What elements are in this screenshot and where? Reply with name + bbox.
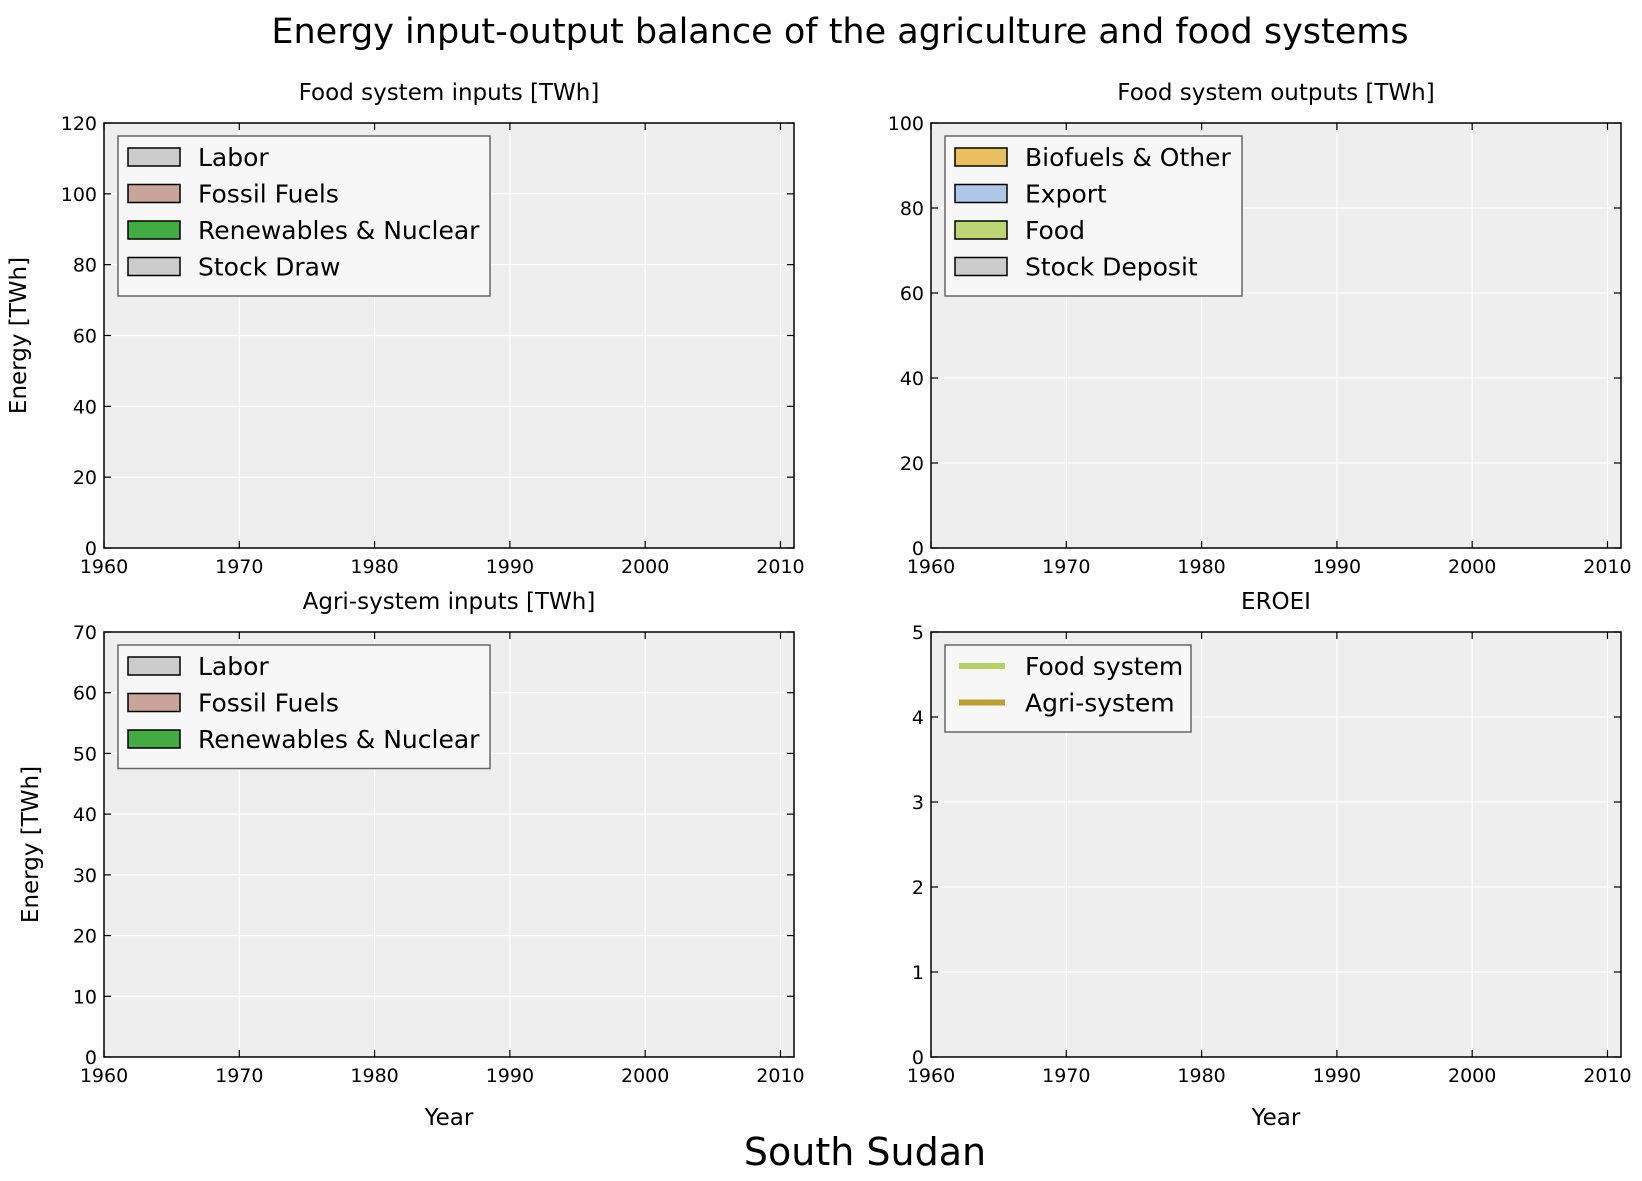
legend-swatch	[127, 729, 181, 749]
y-tick-label: 30	[73, 865, 97, 887]
legend-entry: Stock Draw	[198, 253, 340, 282]
legend-box	[944, 644, 1192, 733]
y-tick-label: 3	[912, 792, 924, 814]
x-tick-label: 2000	[621, 556, 669, 578]
x-axis-label: Year	[424, 1105, 474, 1131]
x-tick-label: 2000	[621, 1065, 669, 1087]
subplots: 1960 1970 1980 1990 2000 2010020406080100120F…	[6, 80, 1632, 1131]
y-tick-label: 120	[61, 113, 97, 135]
axes-frame	[103, 631, 795, 1058]
x-tick-label: 1980	[350, 556, 398, 578]
x-tick-label: 2000	[1448, 1065, 1496, 1087]
legend-swatch	[127, 656, 181, 676]
y-tick-label: 100	[888, 113, 924, 135]
x-tick-label: 1970	[215, 556, 263, 578]
figure-footer: South Sudan	[744, 1130, 986, 1174]
y-axis-label: Energy [TWh]	[6, 257, 32, 414]
legend-entry: Food	[1025, 216, 1085, 245]
y-tick-label: 70	[73, 622, 97, 644]
y-tick-label: 0	[912, 1047, 924, 1069]
legend-entry: Agri-system	[1025, 689, 1175, 718]
subplot-title: Food system outputs [TWh]	[1117, 80, 1434, 106]
subplot-title: Agri-system inputs [TWh]	[303, 589, 596, 615]
legend-entry: Labor	[198, 143, 269, 172]
x-tick-label: 1960	[80, 556, 128, 578]
y-tick-label: 60	[900, 283, 924, 305]
y-tick-label: 60	[73, 326, 97, 348]
legend-entry: Fossil Fuels	[198, 180, 339, 209]
legend-swatch	[127, 220, 181, 240]
y-tick-label: 20	[73, 926, 97, 948]
x-tick-label: 1990	[1313, 1065, 1361, 1087]
x-tick-label: 1990	[486, 556, 534, 578]
figure-title: Energy input-output balance of the agric…	[271, 12, 1408, 52]
x-tick-label: 1970	[1042, 556, 1090, 578]
x-tick-label: 2000	[1448, 556, 1496, 578]
legend-swatch	[127, 147, 181, 167]
legend-entry: Stock Deposit	[1025, 253, 1198, 282]
y-tick-label: 4	[912, 707, 924, 729]
y-tick-label: 20	[900, 453, 924, 475]
legend: Food system Agri-system	[944, 644, 1192, 733]
y-tick-label: 10	[73, 986, 97, 1008]
legend-swatch	[954, 147, 1008, 167]
y-tick-label: 50	[73, 743, 97, 765]
x-tick-label: 2010	[1583, 1065, 1631, 1087]
y-tick-label: 40	[900, 368, 924, 390]
x-tick-label: 1960	[907, 1065, 955, 1087]
legend-entry: Fossil Fuels	[198, 689, 339, 718]
x-tick-label: 1990	[1313, 556, 1361, 578]
legend: Biofuels & Other Export Food Stock Deposit	[944, 135, 1243, 297]
legend-swatch	[954, 220, 1008, 240]
y-axis-label: Energy [TWh]	[18, 766, 44, 923]
legend-entry: Food system	[1025, 652, 1183, 681]
legend-entry: Renewables & Nuclear	[198, 725, 480, 754]
y-tick-label: 5	[912, 622, 924, 644]
y-tick-label: 20	[73, 467, 97, 489]
legend-entry: Renewables & Nuclear	[198, 216, 480, 245]
legend-swatch	[954, 256, 1008, 277]
subplot-title: Food system inputs [TWh]	[299, 80, 600, 106]
y-tick-label: 2	[912, 877, 924, 899]
legend-swatch	[127, 256, 181, 277]
y-tick-label: 80	[73, 255, 97, 277]
x-tick-label: 2010	[756, 1065, 804, 1087]
x-tick-label: 2010	[1583, 556, 1631, 578]
x-tick-label: 1970	[1042, 1065, 1090, 1087]
subplot-title: EROEI	[1241, 589, 1311, 615]
legend: Labor Fossil Fuels Renewables & Nuclear Sto…	[117, 135, 491, 297]
legend: Labor Fossil Fuels Renewables & Nuclear	[117, 644, 491, 770]
x-tick-label: 1980	[1177, 556, 1225, 578]
legend-entry: Export	[1025, 180, 1107, 209]
x-tick-label: 1960	[907, 556, 955, 578]
y-tick-label: 0	[912, 538, 924, 560]
y-tick-label: 0	[85, 1047, 97, 1069]
legend-entry: Labor	[198, 652, 269, 681]
x-tick-label: 1980	[1177, 1065, 1225, 1087]
subplot-2: 1960 1970 1980 1990 2000 2010 0 20 40 60 80 100 Food…	[888, 80, 1632, 578]
legend-swatch	[127, 692, 181, 713]
axes-frame	[930, 122, 1622, 549]
y-tick-label: 100	[61, 184, 97, 206]
subplot-1: 1960 1970 1980 1990 2000 2010 0 20 40 60 80 100 120 F…	[6, 80, 805, 578]
x-tick-label: 1960	[80, 1065, 128, 1087]
legend-entry: Biofuels & Other	[1025, 143, 1231, 172]
y-tick-label: 40	[73, 804, 97, 826]
y-tick-label: 1	[912, 962, 924, 984]
legend-swatch	[954, 183, 1008, 204]
subplot-3: 1960 1970 1980 1990 2000 2010 0 10 20 30 40 50 60 70 A…	[18, 589, 805, 1131]
x-tick-label: 2010	[756, 556, 804, 578]
x-tick-label: 1990	[486, 1065, 534, 1087]
x-axis-label: Year	[1251, 1105, 1301, 1131]
y-tick-label: 80	[900, 198, 924, 220]
y-tick-label: 0	[85, 538, 97, 560]
x-tick-label: 1970	[215, 1065, 263, 1087]
legend-swatch	[127, 183, 181, 204]
subplot-4: 1960 1970 1980 1990 2000 2010 0 1 2 3 4 5 EROEI Year F…	[907, 589, 1632, 1131]
y-tick-label: 40	[73, 396, 97, 418]
y-tick-label: 60	[73, 683, 97, 705]
axes-frame	[930, 631, 1622, 1058]
x-tick-label: 1980	[350, 1065, 398, 1087]
